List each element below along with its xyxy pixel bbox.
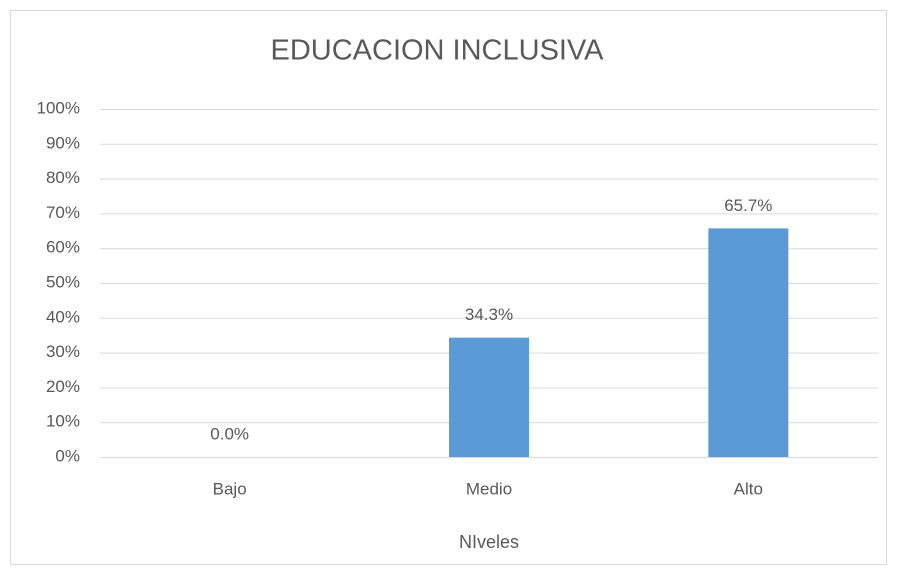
y-tick-label: 10% <box>46 412 80 431</box>
x-tick-label: Medio <box>466 479 512 498</box>
y-tick-label: 50% <box>46 272 80 291</box>
y-tick-label: 40% <box>46 307 80 326</box>
data-label: 34.3% <box>465 305 513 324</box>
y-tick-label: 60% <box>46 238 80 257</box>
data-label: 0.0% <box>210 424 249 443</box>
y-tick-label: 80% <box>46 168 80 187</box>
x-axis-label: NIveles <box>459 532 519 552</box>
y-tick-label: 70% <box>46 203 80 222</box>
y-tick-label: 0% <box>55 446 80 465</box>
y-tick-label: 30% <box>46 342 80 361</box>
x-tick-label: Bajo <box>213 479 247 498</box>
y-tick-label: 20% <box>46 377 80 396</box>
bar <box>449 337 529 457</box>
bar <box>708 228 789 457</box>
chart-title: EDUCACION INCLUSIVA <box>270 35 604 67</box>
y-tick-label: 90% <box>46 133 80 152</box>
data-label: 65.7% <box>724 196 772 215</box>
y-tick-label: 100% <box>37 98 80 117</box>
x-tick-label: Alto <box>734 479 763 498</box>
